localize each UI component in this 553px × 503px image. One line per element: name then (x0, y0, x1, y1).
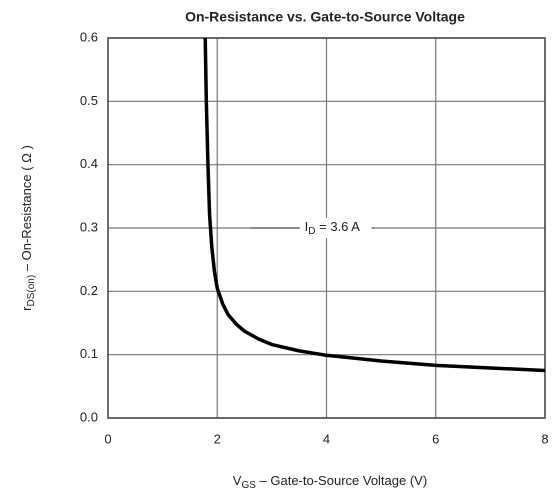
y-tick-label: 0.1 (80, 346, 98, 361)
annotation-rest: = 3.6 A (316, 219, 361, 234)
x-tick-label: 4 (323, 431, 330, 446)
data-line (203, 37, 546, 373)
annotation: ID = 3.6 A (305, 219, 361, 236)
plot-frame (107, 37, 546, 419)
x-label-main: V (233, 473, 242, 488)
annotation-bg (299, 218, 372, 238)
y-label-rest: – On-Resistance ( Ω ) (19, 145, 34, 275)
x-tick-label: 6 (432, 431, 439, 446)
y-tick-label: 0.6 (80, 29, 98, 44)
x-axis-label: VGS – Gate-to-Source Voltage (V) (233, 473, 427, 490)
x-tick-label: 2 (214, 431, 221, 446)
y-tick-label: 0.4 (80, 156, 98, 171)
y-tick-label: 0.0 (80, 409, 98, 424)
annotation-main: I (305, 219, 309, 234)
x-tick-label: 8 (541, 431, 548, 446)
y-label-main: r (19, 306, 34, 311)
x-label-rest: – Gate-to-Source Voltage (V) (256, 473, 427, 488)
y-label-sub: DS(on) (26, 275, 37, 307)
y-tick-label: 0.3 (80, 219, 98, 234)
y-tick-label: 0.2 (80, 283, 98, 298)
chart-title: On-Resistance vs. Gate-to-Source Voltage (185, 9, 465, 25)
annotation-sub: D (308, 226, 315, 237)
x-label-sub: GS (241, 480, 256, 491)
y-tick-label: 0.5 (80, 93, 98, 108)
x-tick-label: 0 (104, 431, 111, 446)
y-axis-label: rDS(on) – On-Resistance ( Ω ) (19, 145, 36, 311)
